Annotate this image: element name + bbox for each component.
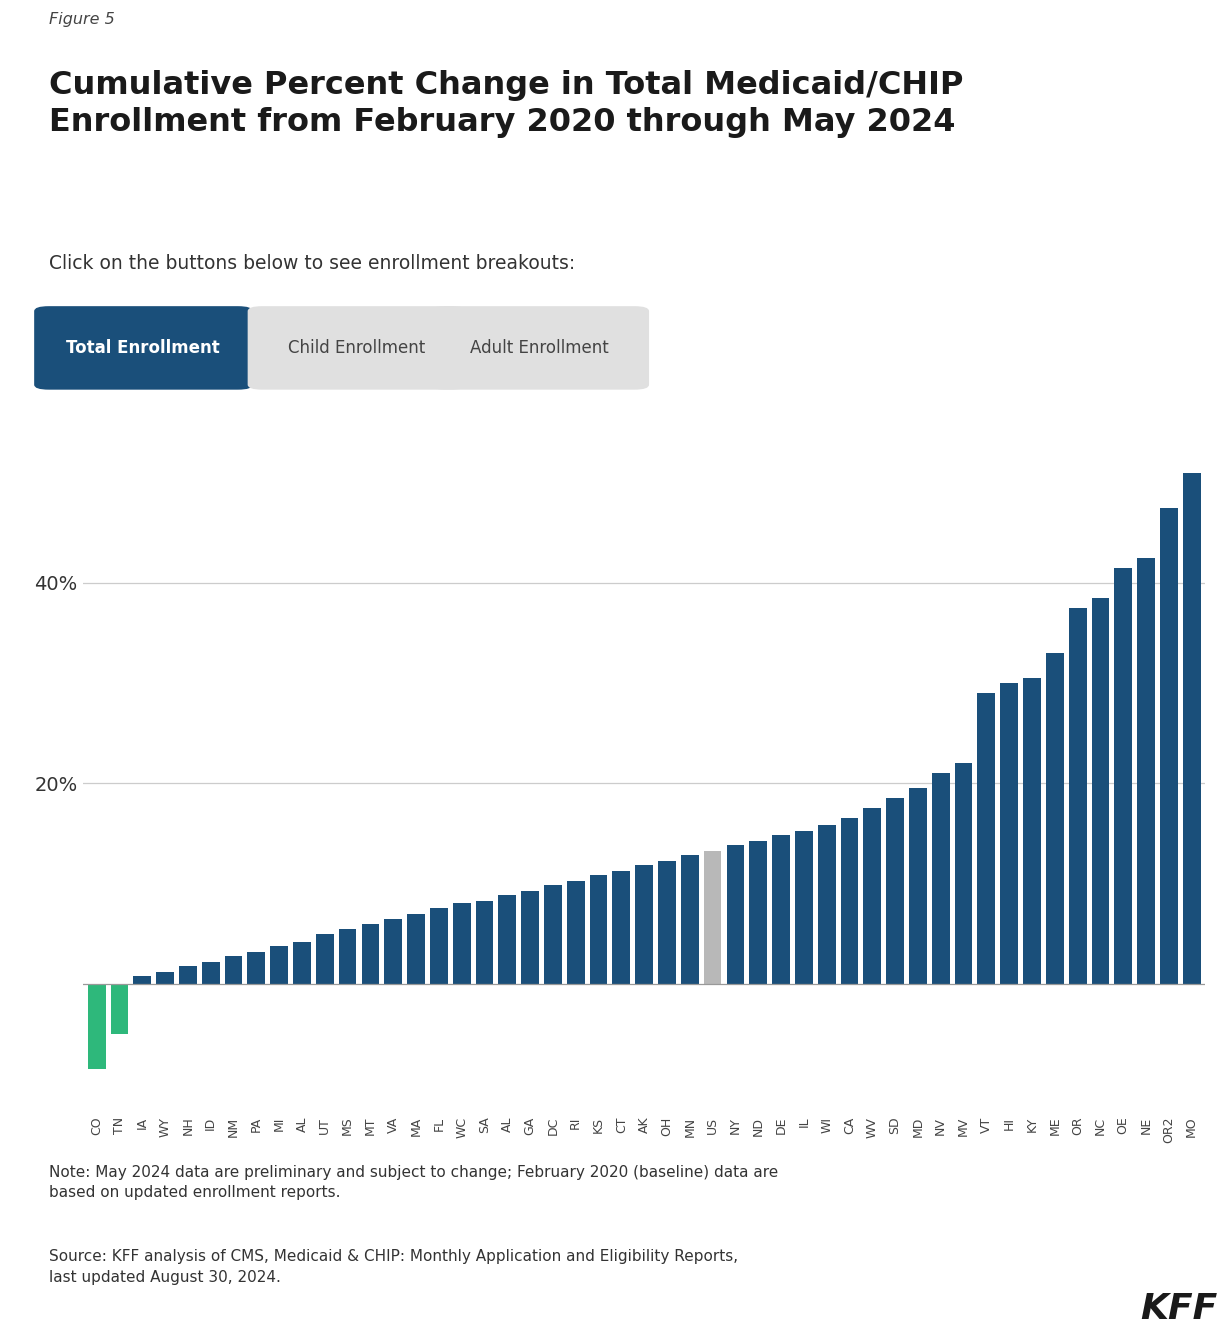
Bar	[384, 918, 403, 984]
Bar	[886, 798, 904, 984]
Bar	[841, 819, 859, 984]
Bar	[521, 891, 539, 984]
Bar	[111, 984, 128, 1033]
Bar	[179, 966, 196, 984]
Bar	[909, 788, 927, 984]
Bar	[589, 875, 608, 984]
Text: Click on the buttons below to see enrollment breakouts:: Click on the buttons below to see enroll…	[49, 254, 575, 272]
Text: Adult Enrollment: Adult Enrollment	[471, 340, 609, 357]
Bar	[1092, 599, 1109, 984]
Bar	[544, 886, 561, 984]
Text: Source: KFF analysis of CMS, Medicaid & CHIP: Monthly Application and Eligibilit: Source: KFF analysis of CMS, Medicaid & …	[49, 1249, 738, 1284]
Bar	[817, 825, 836, 984]
Bar	[1114, 568, 1132, 984]
Bar	[133, 976, 151, 984]
Bar	[727, 845, 744, 984]
Bar	[1160, 507, 1177, 984]
Bar	[681, 855, 699, 984]
Bar	[1024, 678, 1041, 984]
Bar	[201, 962, 220, 984]
Bar	[316, 934, 334, 984]
Text: Note: May 2024 data are preliminary and subject to change; February 2020 (baseli: Note: May 2024 data are preliminary and …	[49, 1165, 778, 1200]
Bar	[339, 929, 356, 984]
Bar	[772, 835, 789, 984]
Bar	[499, 895, 516, 984]
Bar	[429, 909, 448, 984]
Bar	[864, 808, 881, 984]
Bar	[977, 692, 996, 984]
FancyBboxPatch shape	[431, 306, 649, 389]
Bar	[795, 831, 813, 984]
Bar	[1046, 654, 1064, 984]
Bar	[658, 862, 676, 984]
Bar	[704, 851, 721, 984]
Bar	[636, 866, 653, 984]
Bar	[293, 942, 311, 984]
Bar	[567, 882, 584, 984]
Bar	[248, 951, 265, 984]
FancyBboxPatch shape	[34, 306, 253, 389]
Text: Total Enrollment: Total Enrollment	[66, 340, 221, 357]
Bar	[224, 956, 243, 984]
Bar	[271, 946, 288, 984]
Bar	[1182, 472, 1200, 984]
FancyBboxPatch shape	[248, 306, 466, 389]
Text: Figure 5: Figure 5	[49, 12, 115, 27]
Bar	[1000, 683, 1017, 984]
Text: KFF: KFF	[1141, 1292, 1218, 1326]
Bar	[1137, 558, 1155, 984]
Bar	[88, 984, 106, 1068]
Bar	[407, 914, 425, 984]
Bar	[932, 773, 949, 984]
Bar	[156, 972, 174, 984]
Bar	[1069, 608, 1087, 984]
Bar	[453, 903, 471, 984]
Bar	[361, 923, 379, 984]
Bar	[954, 764, 972, 984]
Bar	[612, 871, 631, 984]
Bar	[749, 841, 767, 984]
Text: Cumulative Percent Change in Total Medicaid/CHIP
Enrollment from February 2020 t: Cumulative Percent Change in Total Medic…	[49, 70, 964, 138]
Bar	[476, 902, 493, 984]
Text: Child Enrollment: Child Enrollment	[288, 340, 426, 357]
